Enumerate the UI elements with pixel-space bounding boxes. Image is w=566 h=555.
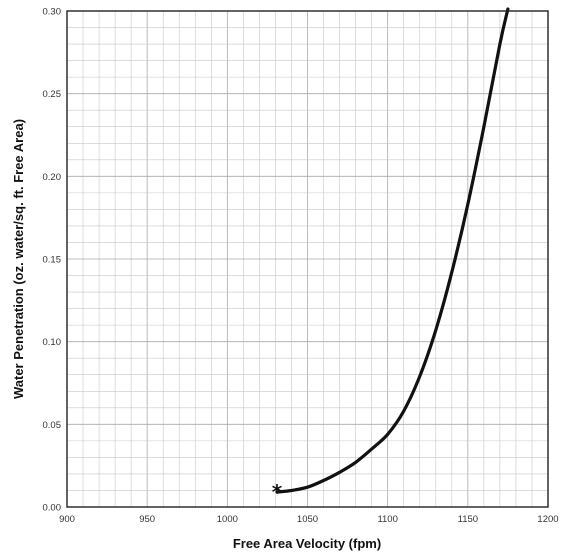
x-tick-label: 1000	[217, 514, 238, 525]
y-tick-label: 0.20	[43, 172, 62, 183]
tick-labels: 900 950 1000 1050 1100 1150 1200 0.00 0.05 0.10 0.…	[43, 7, 559, 526]
y-tick-label: 0.05	[43, 420, 62, 431]
x-tick-label: 1150	[458, 514, 478, 525]
x-axis-title: Free Area Velocity (fpm)	[233, 536, 381, 551]
y-tick-label: 0.25	[43, 89, 62, 100]
start-point-marker: *	[272, 480, 283, 504]
y-axis-title: Water Penetration (oz. water/sq. ft. Fre…	[11, 119, 26, 399]
y-tick-label: 0.00	[43, 503, 62, 514]
x-tick-label: 1050	[297, 514, 318, 525]
x-tick-label: 950	[139, 514, 155, 525]
grid	[66, 10, 549, 508]
y-tick-label: 0.10	[43, 337, 62, 348]
series-layer: *	[272, 7, 510, 504]
y-tick-label: 0.30	[43, 7, 62, 18]
plot-frame	[66, 10, 549, 508]
x-tick-label: 900	[59, 514, 75, 525]
series-line	[275, 7, 510, 494]
x-tick-label: 1100	[377, 514, 397, 525]
y-tick-label: 0.15	[43, 255, 62, 266]
x-tick-label: 1200	[537, 514, 558, 525]
